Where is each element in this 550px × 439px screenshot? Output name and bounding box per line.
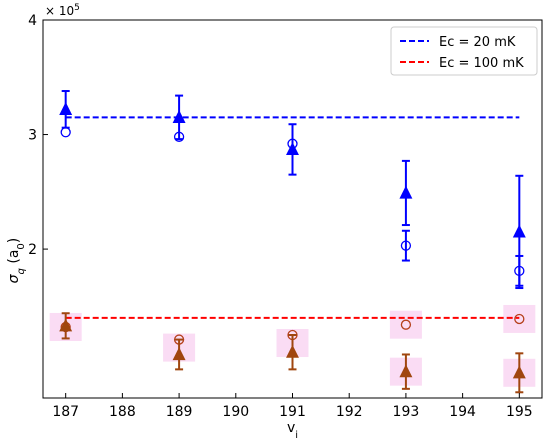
- x-axis-label-main: v: [287, 420, 295, 436]
- y-tick-label-1: 3: [28, 128, 37, 144]
- point-triangle-s3-0: [59, 318, 73, 332]
- point-triangle-s3-3: [399, 364, 413, 378]
- y-tick-label-0: 2: [28, 242, 37, 258]
- x-tick-label-1: 188: [109, 404, 136, 420]
- y-axis-label-sub: q: [16, 268, 27, 274]
- reference-lines: [65, 116, 520, 319]
- point-circle-s1-3: [400, 240, 412, 251]
- point-triangle-s3-1: [172, 347, 186, 361]
- x-tick-label-6: 193: [393, 404, 420, 420]
- legend: Ec = 20 mK Ec = 100 mK: [390, 26, 538, 76]
- point-triangle-s3-2: [286, 344, 299, 358]
- point-triangle-s0-4: [512, 224, 526, 238]
- y-axis-label: σq (a0): [6, 238, 27, 284]
- y-axis-label-unit-sub: 0: [16, 243, 27, 249]
- x-tick-label-4: 191: [279, 404, 306, 420]
- y-scale-factor: × 105: [45, 3, 80, 18]
- x-tick-label-0: 187: [52, 404, 79, 420]
- y-scale-prefix: × 10: [45, 4, 74, 18]
- point-triangle-s0-2: [286, 142, 299, 156]
- point-triangle-s0-0: [59, 102, 73, 115]
- point-triangle-s3-4: [512, 365, 526, 379]
- y-tick-label-2: 4: [28, 13, 37, 29]
- point-circle-s1-0: [60, 127, 71, 138]
- x-tick-label-5: 192: [336, 404, 363, 420]
- highlight-box-4: [503, 304, 536, 333]
- x-tick-label-2: 189: [166, 404, 193, 420]
- y-axis-ticks: 2 3 4: [28, 13, 48, 258]
- x-axis-label: vi: [287, 420, 298, 439]
- x-tick-label-7: 194: [449, 404, 476, 420]
- legend-label-ec100: Ec = 100 mK: [439, 56, 524, 71]
- point-triangle-s0-3: [399, 185, 413, 199]
- x-axis-label-sub: i: [295, 430, 298, 439]
- x-tick-label-8: 195: [506, 404, 533, 420]
- point-circle-s1-2: [287, 138, 298, 149]
- point-circle-s2-3: [400, 319, 412, 330]
- point-circle-s1-4: [514, 265, 525, 277]
- highlight-box-3: [389, 310, 422, 339]
- point-circle-s1-1: [173, 131, 185, 142]
- point-triangle-s0-1: [172, 110, 186, 123]
- legend-label-ec20: Ec = 20 mK: [439, 35, 516, 50]
- series-layer: [59, 90, 526, 394]
- point-circle-s2-4: [514, 313, 525, 325]
- y-scale-exponent: 5: [74, 3, 80, 13]
- y-axis-label-unit-close: ): [6, 238, 22, 243]
- y-axis-label-main: σ: [6, 273, 22, 283]
- x-axis-ticks: 187 188 189 190 191 192 193 194 195: [52, 393, 533, 420]
- x-tick-label-3: 190: [222, 404, 249, 420]
- y-axis-label-unit-open: (a: [6, 250, 22, 269]
